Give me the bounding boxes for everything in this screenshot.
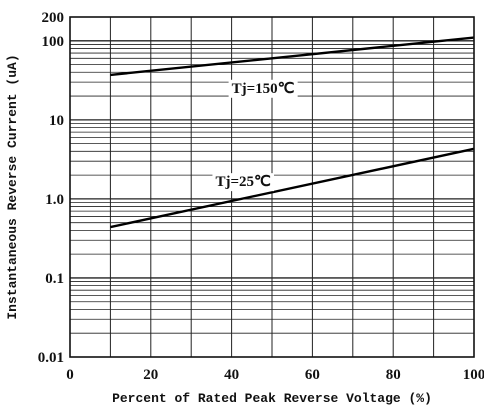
y-tick-label: 0.1	[45, 271, 64, 287]
grid	[70, 16, 474, 357]
x-tick-label: 0	[66, 367, 74, 383]
y-tick-label: 0.01	[38, 350, 64, 366]
plot-frame	[69, 16, 475, 358]
series-lines	[110, 36, 475, 229]
y-axis-title: Instantaneous Reverse Current (uA)	[5, 54, 20, 319]
x-tick-label: 20	[143, 367, 158, 383]
series-line-2	[110, 147, 475, 229]
series-label-background	[212, 173, 274, 192]
y-tick-label: 1.0	[45, 192, 64, 208]
y-tick-label: 10	[49, 113, 64, 129]
series-label-background	[228, 79, 298, 98]
annotations: Tj=150℃ Tj=25℃	[212, 79, 298, 192]
series-label: Tj=25℃	[215, 174, 271, 190]
y-tick-label: 100	[42, 34, 65, 50]
x-tick-label: 100	[463, 367, 484, 383]
x-axis-title: Percent of Rated Peak Reverse Voltage (%…	[112, 391, 432, 406]
x-tick-label: 60	[305, 367, 320, 383]
y-tick-labels: 0.01 0.1 1.0 10 100 200	[38, 10, 64, 366]
y-tick-label: 200	[42, 10, 65, 26]
x-tick-label: 80	[386, 367, 401, 383]
series-label: Tj=150℃	[232, 81, 295, 97]
series-line-1	[110, 36, 475, 77]
x-tick-labels: 0 20 40 60 80 100	[66, 367, 484, 383]
x-tick-label: 40	[224, 367, 239, 383]
